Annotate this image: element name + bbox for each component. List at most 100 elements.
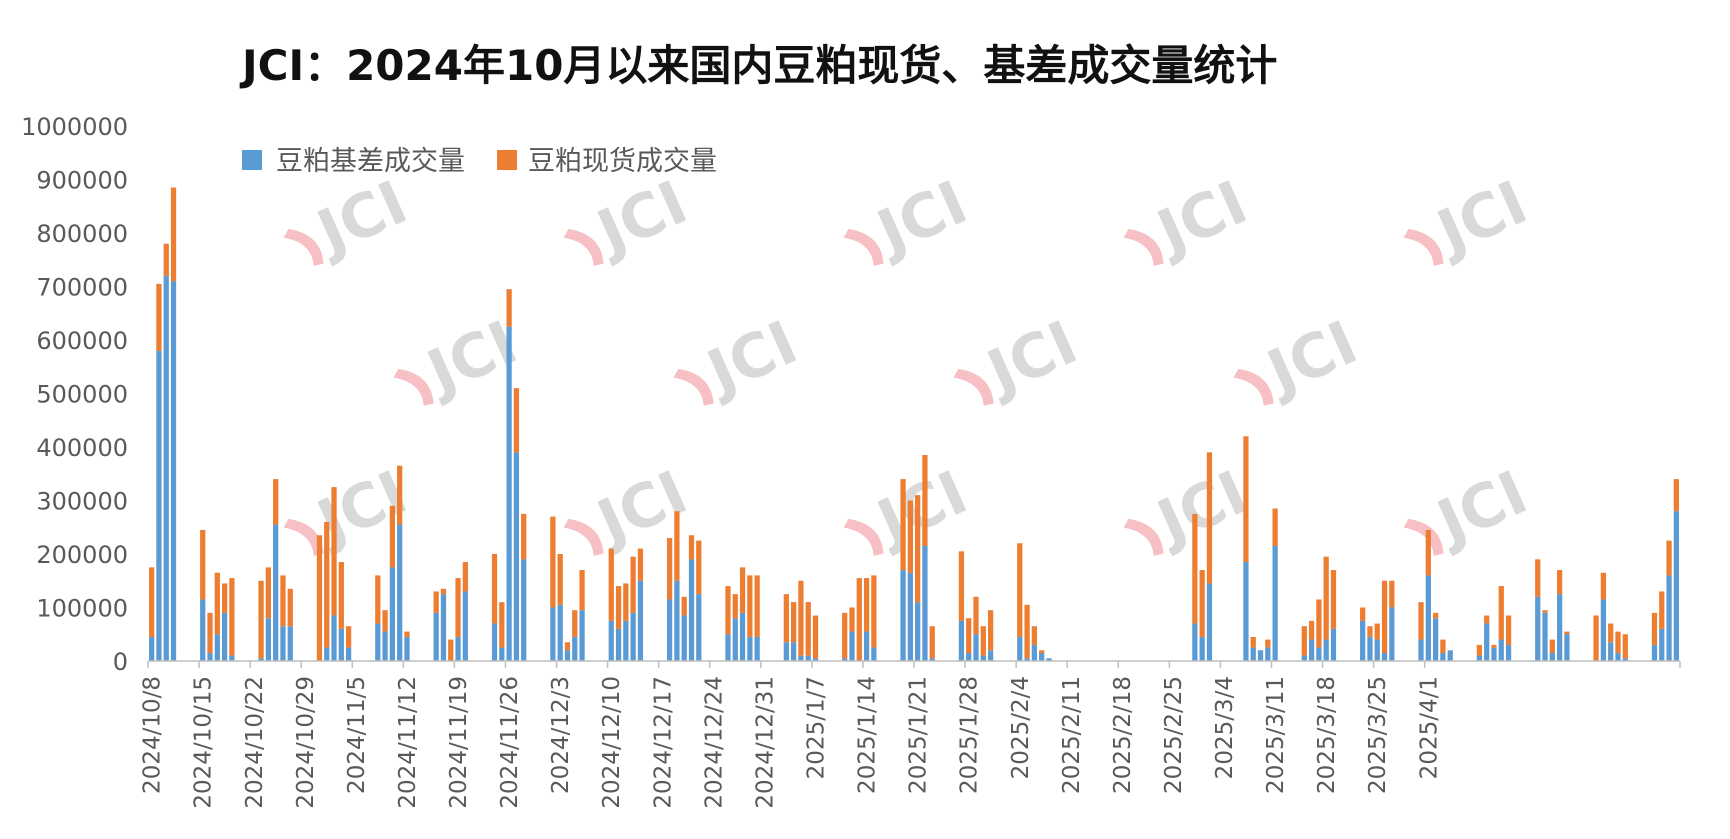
bar-spot — [316, 535, 323, 661]
bar-spot — [1615, 631, 1621, 653]
watermark-mark — [563, 228, 604, 266]
y-tick-label: 600000 — [36, 327, 128, 355]
bar-basis — [491, 623, 498, 661]
watermark-layer: JCIJCIJCIJCIJCIJCIJCIJCIJCIJCIJCIJCIJCIJ… — [283, 168, 1537, 559]
bar-basis — [1301, 655, 1307, 661]
bar-basis — [1265, 647, 1271, 661]
bar-spot — [149, 567, 155, 637]
bar-spot — [521, 513, 527, 560]
bar-basis — [170, 281, 177, 661]
bar-basis — [207, 652, 213, 661]
bar-spot — [688, 535, 695, 560]
legend-swatch-basis — [242, 150, 262, 170]
bar-basis — [1374, 639, 1380, 661]
bar-basis — [783, 642, 789, 661]
y-tick-label: 400000 — [36, 434, 128, 462]
bar-basis — [1557, 594, 1563, 661]
chart-title: JCI：2024年10月以来国内豆粕现货、基差成交量统计 — [239, 41, 1277, 90]
bar-spot — [849, 607, 855, 632]
bar-spot — [973, 596, 979, 635]
bar-basis — [163, 275, 169, 661]
watermark-mark — [1123, 518, 1164, 556]
bar-basis — [1323, 639, 1329, 661]
bar-basis — [725, 634, 731, 661]
bar-basis — [521, 559, 527, 661]
bar-basis — [345, 647, 352, 661]
bar-spot — [915, 495, 921, 603]
bar-basis — [798, 655, 804, 661]
bar-spot — [1418, 602, 1424, 640]
watermark-7: JCI — [953, 308, 1087, 409]
bar-spot — [747, 575, 753, 637]
bar-basis — [462, 591, 468, 661]
bar-spot — [958, 551, 965, 621]
bar-spot — [1272, 508, 1278, 546]
x-tick-label: 2024/10/29 — [293, 676, 319, 809]
bar-spot — [1265, 639, 1271, 648]
bar-basis — [1484, 623, 1490, 661]
watermark-mark — [283, 228, 324, 266]
bar-basis — [287, 626, 293, 661]
bar-spot — [462, 562, 468, 592]
bar-spot — [1542, 610, 1548, 613]
bar-basis — [214, 634, 220, 661]
bar-spot — [980, 626, 986, 656]
x-tick-label: 2025/3/11 — [1263, 676, 1289, 794]
bar-spot — [1323, 556, 1329, 640]
bar-spot — [229, 578, 235, 656]
x-tick-label: 2024/12/3 — [548, 676, 574, 794]
bar-spot — [506, 289, 512, 327]
bar-basis — [1192, 623, 1198, 661]
bar-spot — [1666, 540, 1672, 576]
bar-basis — [579, 610, 585, 661]
bar-spot — [1308, 620, 1315, 640]
bar-basis — [1316, 647, 1322, 661]
bar-basis — [149, 636, 155, 661]
bar-basis — [966, 652, 972, 661]
legend: 豆粕基差成交量 豆粕现货成交量 — [242, 146, 717, 177]
bar-spot — [871, 575, 877, 648]
bar-basis — [681, 615, 687, 661]
bar-basis — [747, 636, 753, 661]
bar-spot — [1593, 615, 1599, 661]
watermark-mark — [393, 368, 434, 406]
bar-basis — [688, 559, 695, 661]
bar-spot — [1491, 644, 1497, 648]
x-tick-label: 2024/11/19 — [446, 676, 472, 809]
bar-basis — [1615, 652, 1621, 661]
watermark-8: JCI — [1233, 308, 1367, 409]
bar-basis — [397, 524, 403, 661]
bar-basis — [1651, 644, 1658, 661]
bar-basis — [1542, 612, 1548, 661]
y-axis: 0 100000 200000 300000 400000 500000 600000 700… — [21, 113, 128, 676]
bar-basis — [1250, 647, 1256, 661]
bar-spot — [440, 588, 447, 595]
bar-spot — [579, 570, 585, 611]
bar-spot — [163, 243, 169, 276]
bar-basis — [842, 658, 848, 661]
bar-spot — [513, 388, 520, 453]
bar-basis — [1257, 650, 1264, 661]
bar-basis — [440, 594, 447, 661]
x-tick-label: 2025/2/11 — [1059, 676, 1085, 794]
x-tick-label: 2025/3/25 — [1365, 676, 1391, 794]
bar-spot — [608, 548, 614, 621]
y-tick-label: 300000 — [36, 488, 128, 516]
bar-spot — [273, 479, 279, 525]
bar-basis — [1600, 599, 1607, 661]
bar-layer — [149, 187, 1679, 661]
x-tick-label: 2025/2/4 — [1008, 676, 1034, 779]
bar-spot — [630, 556, 636, 613]
bar-basis — [805, 655, 811, 661]
bar-spot — [922, 455, 928, 546]
bar-spot — [842, 612, 848, 659]
bar-spot — [404, 631, 410, 637]
x-tick-label: 2024/10/15 — [191, 676, 217, 809]
y-tick-label: 800000 — [36, 220, 128, 248]
bar-basis — [455, 636, 461, 661]
watermark-13: JCI — [1403, 458, 1537, 559]
bar-spot — [1381, 580, 1388, 653]
bar-basis — [1659, 628, 1665, 661]
bar-basis — [389, 567, 396, 661]
